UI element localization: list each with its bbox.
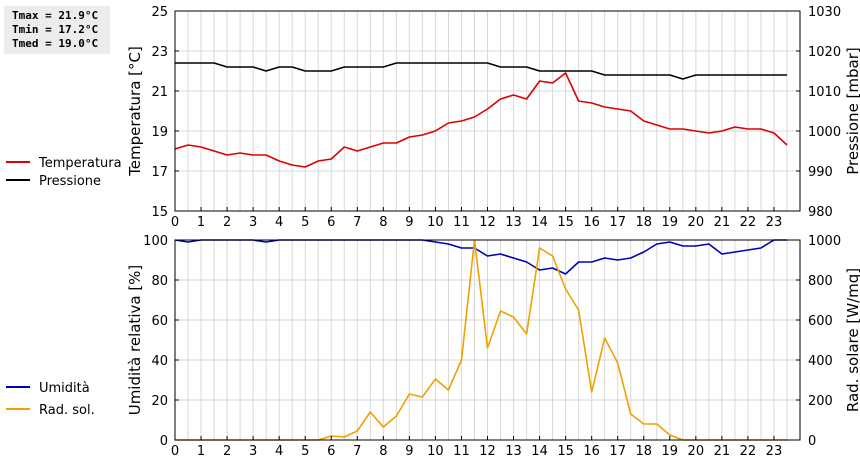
x-tick-label: 12 — [479, 444, 496, 459]
stats-box: Tmax = 21.9°C Tmin = 17.2°C Tmed = 19.0°… — [4, 6, 110, 54]
x-tick-label: 7 — [353, 215, 361, 230]
y-tick-label: 19 — [151, 125, 168, 140]
x-tick-label: 23 — [766, 444, 783, 459]
series-line-rad-sol — [175, 239, 787, 441]
x-tick-label: 19 — [662, 444, 679, 459]
x-tick-label: 0 — [171, 215, 179, 230]
y2-axis-label: Pressione [mbar] — [844, 47, 860, 175]
y-tick-label: 17 — [151, 165, 168, 180]
x-tick-label: 13 — [505, 444, 522, 459]
x-tick-label: 3 — [249, 444, 257, 459]
x-tick-label: 15 — [557, 444, 574, 459]
tmed-label: Tmed = 19.0°C — [12, 37, 99, 50]
x-tick-label: 21 — [714, 444, 731, 459]
y-tick-label: 60 — [151, 314, 168, 329]
x-tick-label: 14 — [531, 444, 548, 459]
x-tick-label: 22 — [740, 444, 757, 459]
x-tick-label: 4 — [275, 215, 283, 230]
x-tick-label: 17 — [609, 215, 626, 230]
y2-tick-label: 200 — [808, 394, 833, 409]
x-tick-label: 2 — [223, 215, 231, 230]
series-line-pressione — [175, 62, 787, 80]
tmax-label: Tmax = 21.9°C — [12, 9, 99, 22]
x-tick-label: 23 — [766, 215, 783, 230]
x-tick-label: 5 — [301, 444, 309, 459]
x-tick-label: 1 — [197, 444, 205, 459]
x-tick-label: 21 — [714, 215, 731, 230]
x-tick-label: 4 — [275, 444, 283, 459]
humidity-radiation-chart: 0 1 2 3 4 5 6 7 8 9 10 11 12 13 14 15 16 17 18 19 20 21 22 2302… — [6, 234, 860, 459]
x-tick-label: 16 — [583, 215, 600, 230]
y2-tick-label: 980 — [808, 205, 833, 220]
y2-tick-label: 800 — [808, 274, 833, 289]
x-tick-label: 11 — [453, 444, 470, 459]
legend-label: Umidità — [39, 381, 90, 396]
x-tick-label: 10 — [427, 444, 444, 459]
y2-tick-label: 0 — [808, 434, 816, 449]
series-line-temperatura — [174, 72, 788, 168]
x-tick-label: 16 — [583, 444, 600, 459]
x-tick-label: 3 — [249, 215, 257, 230]
x-tick-label: 18 — [635, 444, 652, 459]
x-tick-label: 8 — [379, 444, 387, 459]
y2-tick-label: 1010 — [808, 85, 841, 100]
x-tick-label: 5 — [301, 215, 309, 230]
y2-tick-label: 1020 — [808, 45, 841, 60]
legend-label: Pressione — [39, 174, 101, 189]
y2-tick-label: 1030 — [808, 5, 841, 20]
x-tick-label: 15 — [557, 215, 574, 230]
x-tick-label: 0 — [171, 444, 179, 459]
y2-tick-label: 990 — [808, 165, 833, 180]
x-tick-label: 20 — [688, 215, 705, 230]
x-tick-label: 19 — [662, 215, 679, 230]
x-tick-label: 1 — [197, 215, 205, 230]
x-tick-label: 22 — [740, 215, 757, 230]
y2-tick-label: 600 — [808, 314, 833, 329]
temperature-pressure-chart: 0 1 2 3 4 5 6 7 8 9 10 11 12 13 14 15 16 17 18 19 20 21 22 2315… — [6, 5, 860, 230]
x-tick-label: 8 — [379, 215, 387, 230]
y-tick-label: 20 — [151, 394, 168, 409]
y-axis-label: Temperatura [°C] — [126, 46, 144, 177]
y2-axis-label: Rad. solare [W/mq] — [844, 268, 860, 412]
y-tick-label: 100 — [143, 234, 168, 249]
x-tick-label: 20 — [688, 444, 705, 459]
legend-label: Rad. sol. — [39, 403, 95, 418]
x-tick-label: 7 — [353, 444, 361, 459]
y2-tick-label: 1000 — [808, 125, 841, 140]
x-tick-label: 2 — [223, 444, 231, 459]
y2-tick-label: 400 — [808, 354, 833, 369]
y-tick-label: 15 — [151, 205, 168, 220]
y2-tick-label: 1000 — [808, 234, 841, 249]
tmin-label: Tmin = 17.2°C — [12, 23, 99, 36]
y-tick-label: 40 — [151, 354, 168, 369]
x-tick-label: 18 — [635, 215, 652, 230]
x-tick-label: 9 — [405, 444, 413, 459]
x-tick-label: 17 — [609, 444, 626, 459]
y-tick-label: 80 — [151, 274, 168, 289]
x-tick-label: 9 — [405, 215, 413, 230]
legend-label: Temperatura — [38, 156, 122, 171]
y-tick-label: 25 — [151, 5, 168, 20]
series-line-umidità — [174, 239, 787, 275]
x-tick-label: 11 — [453, 215, 470, 230]
x-tick-label: 13 — [505, 215, 522, 230]
y-tick-label: 21 — [151, 85, 168, 100]
y-tick-label: 0 — [160, 434, 168, 449]
x-tick-label: 6 — [327, 444, 335, 459]
x-tick-label: 10 — [427, 215, 444, 230]
y-axis-label: Umidità relativa [%] — [126, 265, 144, 416]
x-tick-label: 14 — [531, 215, 548, 230]
y-tick-label: 23 — [151, 45, 168, 60]
x-tick-label: 6 — [327, 215, 335, 230]
x-tick-label: 12 — [479, 215, 496, 230]
